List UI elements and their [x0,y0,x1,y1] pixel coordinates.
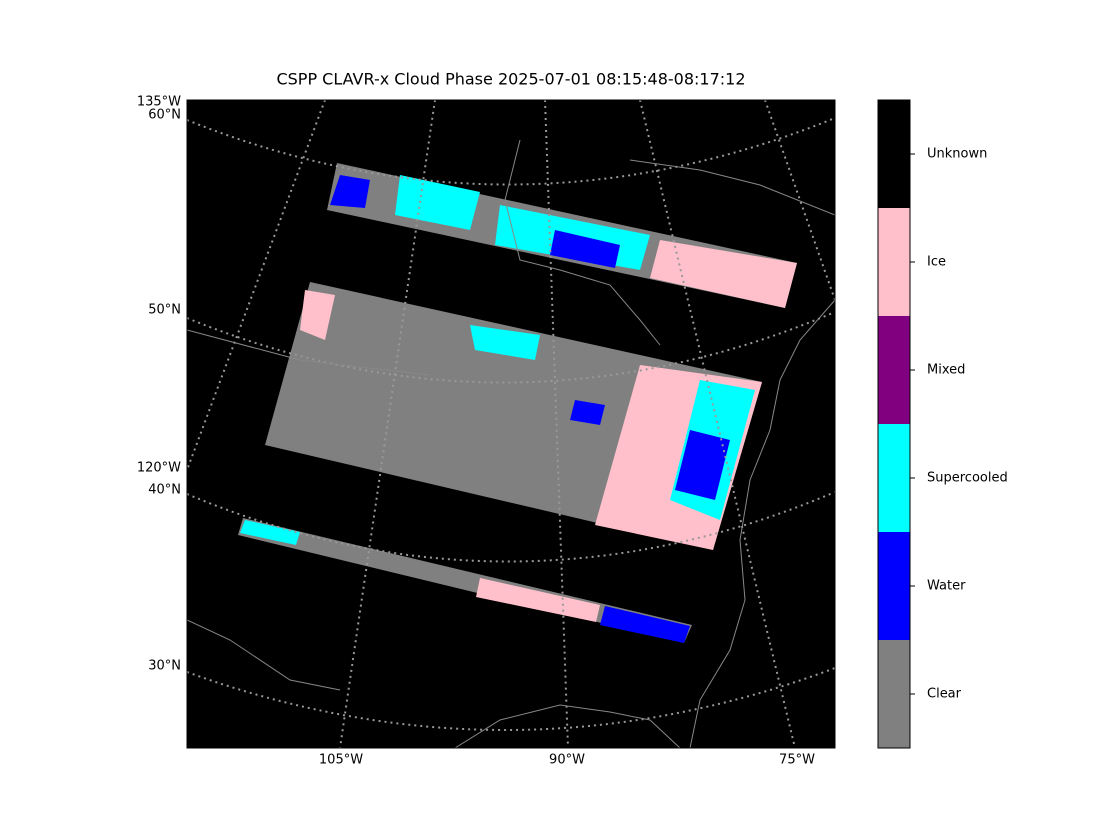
colorbar-label: Water [927,579,966,594]
colorbar: Clear Water Supercooled Mixed Ice Unknown [877,99,1008,749]
map-label: 75°W [779,753,815,768]
parallel [187,117,835,186]
map-label: 50°N [148,303,181,318]
cloud-patch [476,578,600,622]
map-label: 120°W [137,461,181,476]
colorbar-label: Unknown [927,147,987,162]
colorbar-label: Clear [927,687,962,702]
meridian [544,100,569,748]
colorbar-frame [877,99,911,749]
map-frame [186,99,836,749]
colorbar-segment [878,640,910,748]
title: CSPP CLAVR-x Cloud Phase 2025-07-01 08:1… [276,70,745,89]
colorbar-segment [878,100,910,208]
meridian [339,100,436,748]
colorbar-segment [878,532,910,640]
colorbar-label: Ice [927,255,946,270]
coastline [504,139,661,346]
coastline [689,299,835,748]
colorbar-segment [878,316,910,424]
map-label: 90°W [549,753,585,768]
colorbar-label: Supercooled [927,471,1008,486]
cloud-patch [470,325,540,360]
map-label: 105°W [319,753,363,768]
coastline [454,704,681,748]
cloud-patch [395,175,480,230]
colorbar-segment [878,208,910,316]
parallel [187,311,835,384]
colorbar-label: Mixed [927,363,965,378]
map [186,99,836,749]
coastline [629,159,835,216]
map-label: 135°W [137,95,181,110]
cloud-patch [675,430,730,500]
cloud-patch [330,175,370,208]
map-label: 30°N [148,659,181,674]
cloud-patch [240,520,300,545]
colorbar-segment [878,424,910,532]
map-label: 60°N [148,108,181,123]
border [187,619,341,691]
cloud-patch [300,290,335,340]
cloud-patch [550,230,620,268]
border [187,329,431,376]
cloud-patch [650,240,797,308]
cloud-patch [570,400,605,425]
cloud-patch [600,606,690,643]
map-label: 40°N [148,483,181,498]
parallel [187,667,835,731]
parallel [187,491,835,563]
